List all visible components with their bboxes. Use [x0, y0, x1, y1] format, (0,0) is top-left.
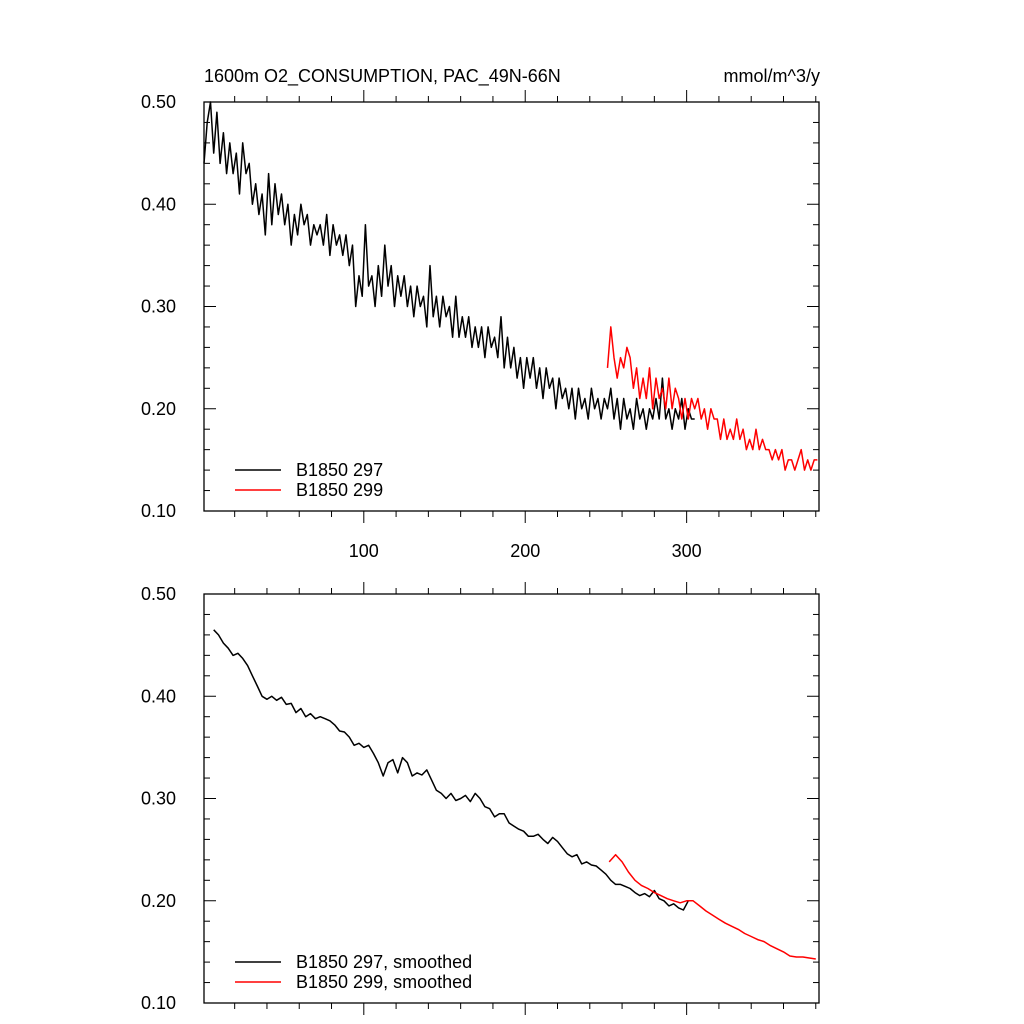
plot-area: 0.10 0.20 0.30 0.40 0.50 100 200 300 B1850 297…	[141, 90, 820, 561]
y-tick-label: 0.30	[141, 789, 176, 809]
y-tick-labels: 0.10 0.20 0.30 0.40 0.50	[141, 584, 176, 1013]
plot-area: 0.10 0.20 0.30 0.40 0.50 B1850 297, smoothed…	[141, 582, 820, 1015]
series-line-1	[203, 101, 695, 430]
legend-label: B1850 297	[296, 460, 383, 480]
y-tick-label: 0.30	[141, 297, 176, 317]
series-line-2	[606, 326, 818, 471]
tick-marks	[204, 582, 819, 1015]
y-tick-label: 0.10	[141, 993, 176, 1013]
y-tick-label: 0.10	[141, 501, 176, 521]
y-tick-label: 0.20	[141, 399, 176, 419]
plot-frame	[203, 593, 820, 1004]
legend-label: B1850 299, smoothed	[296, 972, 472, 992]
y-tick-label: 0.40	[141, 686, 176, 706]
x-tick-label: 300	[672, 541, 702, 561]
tick-marks	[204, 90, 819, 523]
bottom-panel: 0.10 0.20 0.30 0.40 0.50 B1850 297, smoothed…	[141, 582, 820, 1015]
chart-title: 1600m O2_CONSUMPTION, PAC_49N-66N	[204, 66, 561, 87]
top-panel: 1600m O2_CONSUMPTION, PAC_49N-66N mmol/m…	[141, 66, 820, 561]
y-tick-label: 0.20	[141, 891, 176, 911]
y-tick-label: 0.50	[141, 584, 176, 604]
chart-units: mmol/m^3/y	[724, 66, 820, 86]
series-lines	[213, 629, 816, 960]
y-tick-label: 0.40	[141, 194, 176, 214]
legend-label: B1850 299	[296, 480, 383, 500]
series-lines	[203, 101, 818, 471]
y-tick-labels: 0.10 0.20 0.30 0.40 0.50	[141, 92, 176, 521]
series-line-1	[213, 629, 694, 911]
x-tick-label: 200	[510, 541, 540, 561]
x-tick-label: 100	[349, 541, 379, 561]
y-tick-label: 0.50	[141, 92, 176, 112]
series-line-2	[608, 853, 816, 960]
legend-label: B1850 297, smoothed	[296, 952, 472, 972]
x-tick-labels: 100 200 300	[349, 541, 702, 561]
plot-frame	[203, 101, 820, 512]
